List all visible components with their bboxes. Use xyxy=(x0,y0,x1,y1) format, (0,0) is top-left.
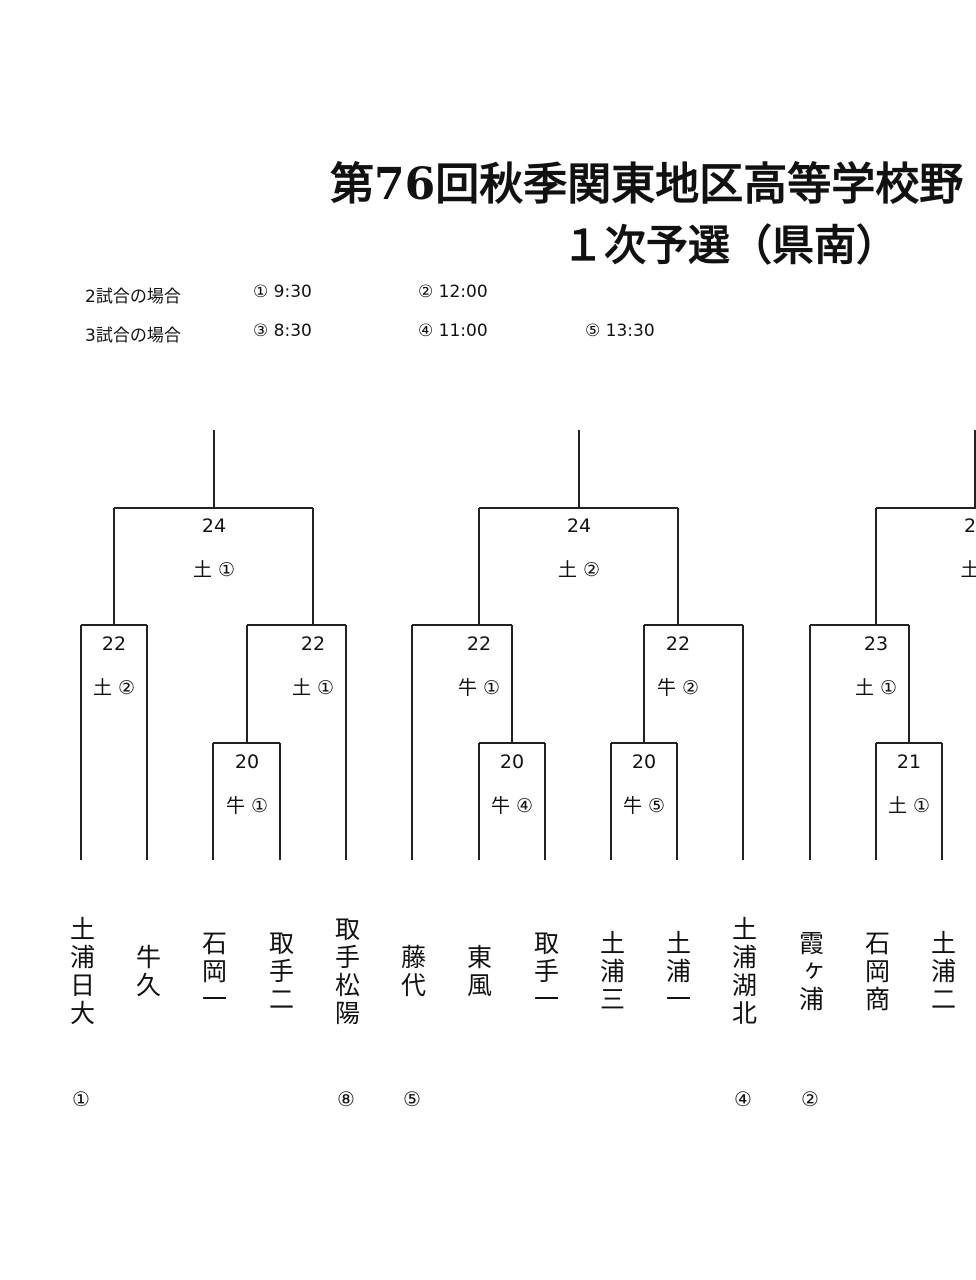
schedule-label: 3試合の場合 xyxy=(85,326,181,346)
match-venue: 土 ① xyxy=(887,795,931,817)
title: 第76回秋季関東地区高等学校野 xyxy=(330,159,964,210)
schedule-slot: ④ 11:00 xyxy=(418,321,488,341)
schedule-slot: ② 12:00 xyxy=(418,282,488,302)
team-seed: ④ xyxy=(734,1087,752,1111)
match-venue: 土 ① xyxy=(192,559,236,581)
team-name: 東風 xyxy=(463,944,493,1000)
team-seed: ② xyxy=(801,1087,819,1111)
match-day: 22 xyxy=(665,633,691,655)
team-name: 石岡一 xyxy=(198,930,228,1014)
team-name: 取手一 xyxy=(530,930,560,1014)
team-name: 霞ヶ浦 xyxy=(795,930,825,1014)
match-venue: 牛 ① xyxy=(225,795,269,817)
schedule-label: 2試合の場合 xyxy=(85,287,181,307)
match-venue: 土 ② xyxy=(92,677,136,699)
team-name: 取手二 xyxy=(265,930,295,1014)
match-day: 23 xyxy=(863,633,889,655)
match-venue: 牛 ① xyxy=(457,677,501,699)
team-name: 藤代 xyxy=(397,944,427,1000)
schedule-slot: ① 9:30 xyxy=(253,282,312,302)
team-name: 土浦三 xyxy=(596,930,626,1014)
match-venue: 牛 ④ xyxy=(490,795,534,817)
team-name: 土浦一 xyxy=(662,930,692,1014)
match-day: 22 xyxy=(101,633,127,655)
match-day: 24 xyxy=(566,515,592,537)
match-day: 21 xyxy=(896,751,922,773)
match-venue: 土 xyxy=(960,559,976,581)
match-day: 22 xyxy=(300,633,326,655)
schedule-slot: ⑤ 13:30 xyxy=(585,321,655,341)
subtitle: １次予選（県南） xyxy=(562,221,899,270)
match-venue: 牛 ② xyxy=(656,677,700,699)
team-seed: ⑧ xyxy=(337,1087,355,1111)
match-day: 20 xyxy=(631,751,657,773)
team-name: 土浦湖北 xyxy=(728,916,758,1028)
team-name: 取手松陽 xyxy=(331,916,361,1028)
team-seed: ① xyxy=(72,1087,90,1111)
match-venue: 土 ② xyxy=(557,559,601,581)
team-name: 土浦二 xyxy=(927,930,957,1014)
match-day: 20 xyxy=(499,751,525,773)
match-day: 24 xyxy=(201,515,227,537)
match-day: 2 xyxy=(963,515,976,537)
match-venue: 土 ① xyxy=(854,677,898,699)
match-venue: 土 ① xyxy=(291,677,335,699)
team-name: 牛久 xyxy=(132,944,162,1000)
team-seed: ⑤ xyxy=(403,1087,421,1111)
match-day: 22 xyxy=(466,633,492,655)
schedule-slot: ③ 8:30 xyxy=(253,321,312,341)
team-name: 土浦日大 xyxy=(66,916,96,1028)
team-name: 石岡商 xyxy=(861,930,891,1014)
match-venue: 牛 ⑤ xyxy=(622,795,666,817)
match-day: 20 xyxy=(234,751,260,773)
